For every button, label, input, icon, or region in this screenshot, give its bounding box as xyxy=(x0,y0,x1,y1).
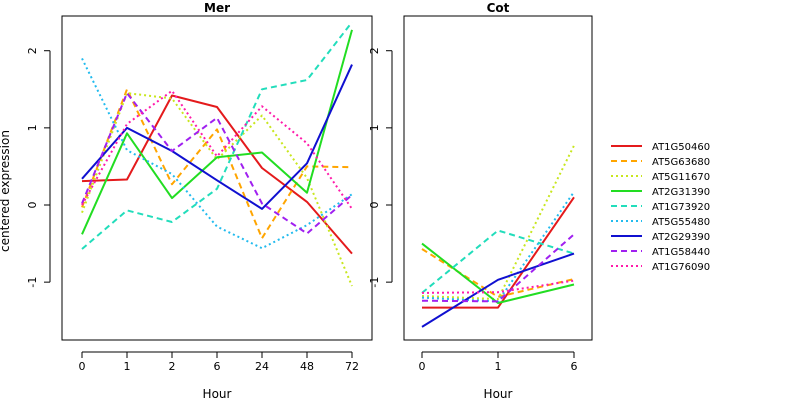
series-line-at2g29390 xyxy=(81,64,353,210)
series-group xyxy=(421,145,575,328)
legend-label: AT1G76090 xyxy=(652,262,710,273)
legend-item: AT1G76090 xyxy=(611,262,710,273)
series-line-at5g63680 xyxy=(81,88,353,240)
x-axis: 0 1 6 Hour xyxy=(419,351,578,401)
legend-label: AT2G29390 xyxy=(652,232,710,243)
y-axis: -1 0 1 2 xyxy=(26,47,51,288)
x-axis: 0 1 2 6 24 48 72 Hour xyxy=(79,351,359,401)
y-tick-label: -1 xyxy=(368,277,381,288)
plot-frame xyxy=(61,15,373,341)
legend-item: AT2G31390 xyxy=(611,187,710,198)
series-line-at1g50460 xyxy=(81,94,353,255)
x-tick-label: 2 xyxy=(169,360,176,373)
legend-item: AT5G63680 xyxy=(611,157,710,168)
panel-title: Mer xyxy=(204,1,230,15)
legend-item: AT5G11670 xyxy=(611,172,710,183)
series-line-at1g50460 xyxy=(422,196,575,309)
y-tick-label: 2 xyxy=(368,47,381,54)
series-line-at1g73920 xyxy=(421,229,575,294)
panel-mer: Mer 0 1 2 6 24 48 72 Hour -1 0 1 2 xyxy=(26,1,373,401)
x-tick-label: 6 xyxy=(571,360,578,373)
y-tick-label: 0 xyxy=(368,202,381,209)
x-tick-label: 6 xyxy=(214,360,221,373)
legend-item: AT1G58440 xyxy=(611,247,710,258)
panel-cot: Cot 0 1 6 Hour -1 0 1 2 xyxy=(368,1,593,401)
legend-label: AT1G73920 xyxy=(652,202,710,213)
panel-title: Cot xyxy=(487,1,510,15)
x-tick-label: 1 xyxy=(124,360,131,373)
legend-label: AT5G55480 xyxy=(652,217,710,228)
y-tick-label: 2 xyxy=(26,47,39,54)
x-axis-label: Hour xyxy=(203,387,232,400)
legend-label: AT5G63680 xyxy=(652,157,710,168)
series-line-at1g73920 xyxy=(81,21,353,250)
legend-label: AT2G31390 xyxy=(652,187,710,198)
x-tick-label: 1 xyxy=(495,360,502,373)
plot-frame xyxy=(403,15,593,341)
legend-item: AT2G29390 xyxy=(611,232,710,243)
series-line-at1g76090 xyxy=(421,279,575,294)
series-line-at2g29390 xyxy=(421,252,575,328)
series-group xyxy=(81,21,353,287)
x-tick-label: 72 xyxy=(345,360,359,373)
x-tick-label: 0 xyxy=(79,360,86,373)
legend-item: AT1G50460 xyxy=(611,142,710,153)
series-line-at5g63680 xyxy=(421,248,575,298)
legend-label: AT5G11670 xyxy=(652,172,710,183)
x-tick-label: 24 xyxy=(255,360,269,373)
legend: AT1G50460 AT5G63680 AT5G11670 AT2G31390 AT1G… xyxy=(611,142,710,273)
x-tick-label: 0 xyxy=(419,360,426,373)
series-line-at2g31390 xyxy=(421,242,575,304)
y-tick-label: 0 xyxy=(26,202,39,209)
series-line-at2g31390 xyxy=(81,29,353,235)
series-line-at5g11670 xyxy=(421,145,575,301)
legend-item: AT5G55480 xyxy=(611,217,710,228)
x-tick-label: 48 xyxy=(300,360,314,373)
legend-label: AT1G58440 xyxy=(652,247,710,258)
y-axis: -1 0 1 2 xyxy=(368,47,393,288)
y-tick-label: 1 xyxy=(368,124,381,131)
legend-label: AT1G50460 xyxy=(652,142,710,153)
y-axis-label: centered expression xyxy=(0,130,12,252)
y-tick-label: 1 xyxy=(26,124,39,131)
series-line-at1g58440 xyxy=(81,92,353,235)
series-line-at1g58440 xyxy=(421,233,575,303)
legend-item: AT1G73920 xyxy=(611,202,710,213)
x-axis-label: Hour xyxy=(484,387,513,400)
series-line-at5g55480 xyxy=(421,191,575,303)
y-tick-label: -1 xyxy=(26,277,39,288)
